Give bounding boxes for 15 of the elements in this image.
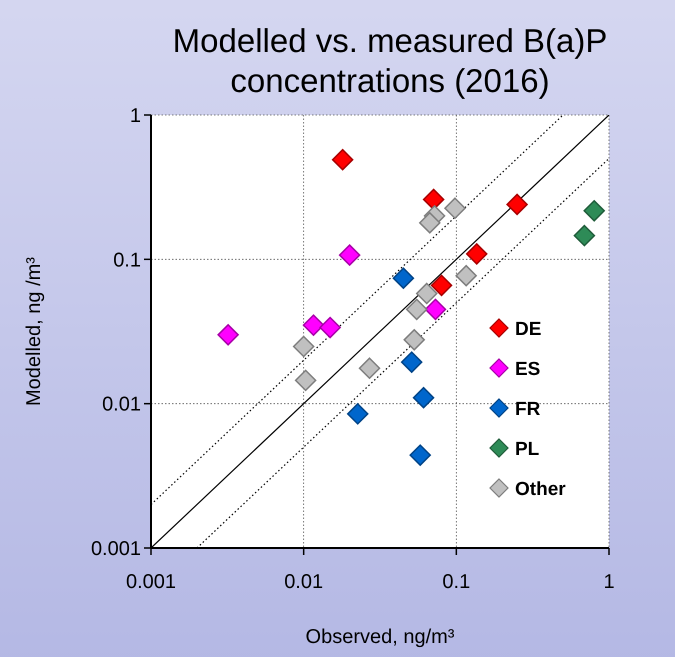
- x-axis-title: Observed, ng/m³: [306, 626, 455, 648]
- x-tick-label: 0.01: [284, 571, 324, 593]
- y-tick-label: 0.01: [102, 394, 141, 416]
- legend-label: FR: [515, 399, 541, 420]
- y-tick-label: 0.1: [113, 249, 141, 272]
- legend-label: PL: [515, 439, 540, 460]
- x-tick-label: 0.1: [442, 571, 470, 593]
- y-axis-title: Modelled, ng /m³: [23, 256, 45, 406]
- chart-title: Modelled vs. measured B(a)P concentrations (2016): [172, 22, 608, 99]
- y-tick-label: 0.001: [90, 538, 141, 560]
- legend-label: Other: [515, 479, 566, 500]
- x-tick-label: 1: [603, 571, 615, 593]
- y-tick-label: 1: [130, 105, 141, 127]
- legend-label: ES: [515, 359, 540, 380]
- legend-label: DE: [515, 319, 542, 340]
